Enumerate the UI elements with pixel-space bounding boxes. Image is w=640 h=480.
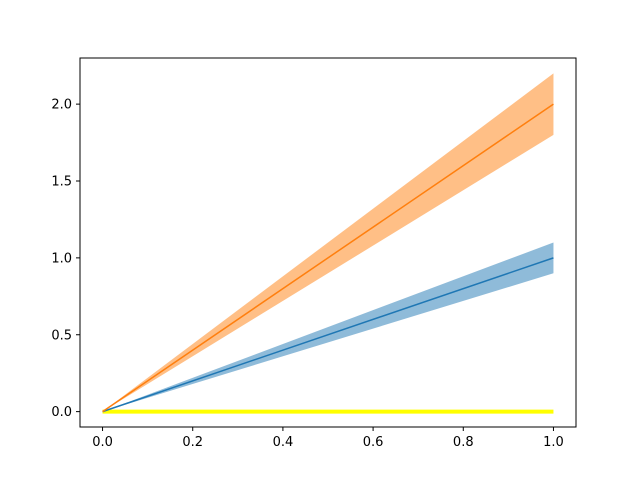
y-axis-ticks: 0.0 0.5 1.0 1.5 2.0 bbox=[51, 98, 80, 420]
series-0-line bbox=[102, 257, 554, 413]
y-tick-label: 0.5 bbox=[51, 328, 72, 343]
x-tick-label: 0.4 bbox=[273, 435, 294, 450]
x-axis-ticks: 0.0 0.2 0.4 0.6 0.8 1.0 bbox=[92, 427, 564, 450]
x-tick-label: 0.2 bbox=[182, 435, 203, 450]
x-tick-label: 0.6 bbox=[363, 435, 384, 450]
lines-layer bbox=[102, 103, 554, 413]
y-tick-label: 1.5 bbox=[51, 175, 72, 190]
series-1-line bbox=[102, 103, 554, 413]
y-tick-label: 0.0 bbox=[51, 405, 72, 420]
y-tick-label: 1.0 bbox=[51, 251, 72, 266]
series-0-band bbox=[102, 242, 554, 412]
bands-layer bbox=[102, 73, 554, 414]
y-tick-label: 2.0 bbox=[51, 98, 72, 113]
x-tick-label: 0.0 bbox=[92, 435, 113, 450]
series-1-band bbox=[102, 73, 554, 412]
x-tick-label: 1.0 bbox=[543, 435, 564, 450]
axes-frame bbox=[79, 57, 577, 428]
x-tick-label: 0.8 bbox=[453, 435, 474, 450]
